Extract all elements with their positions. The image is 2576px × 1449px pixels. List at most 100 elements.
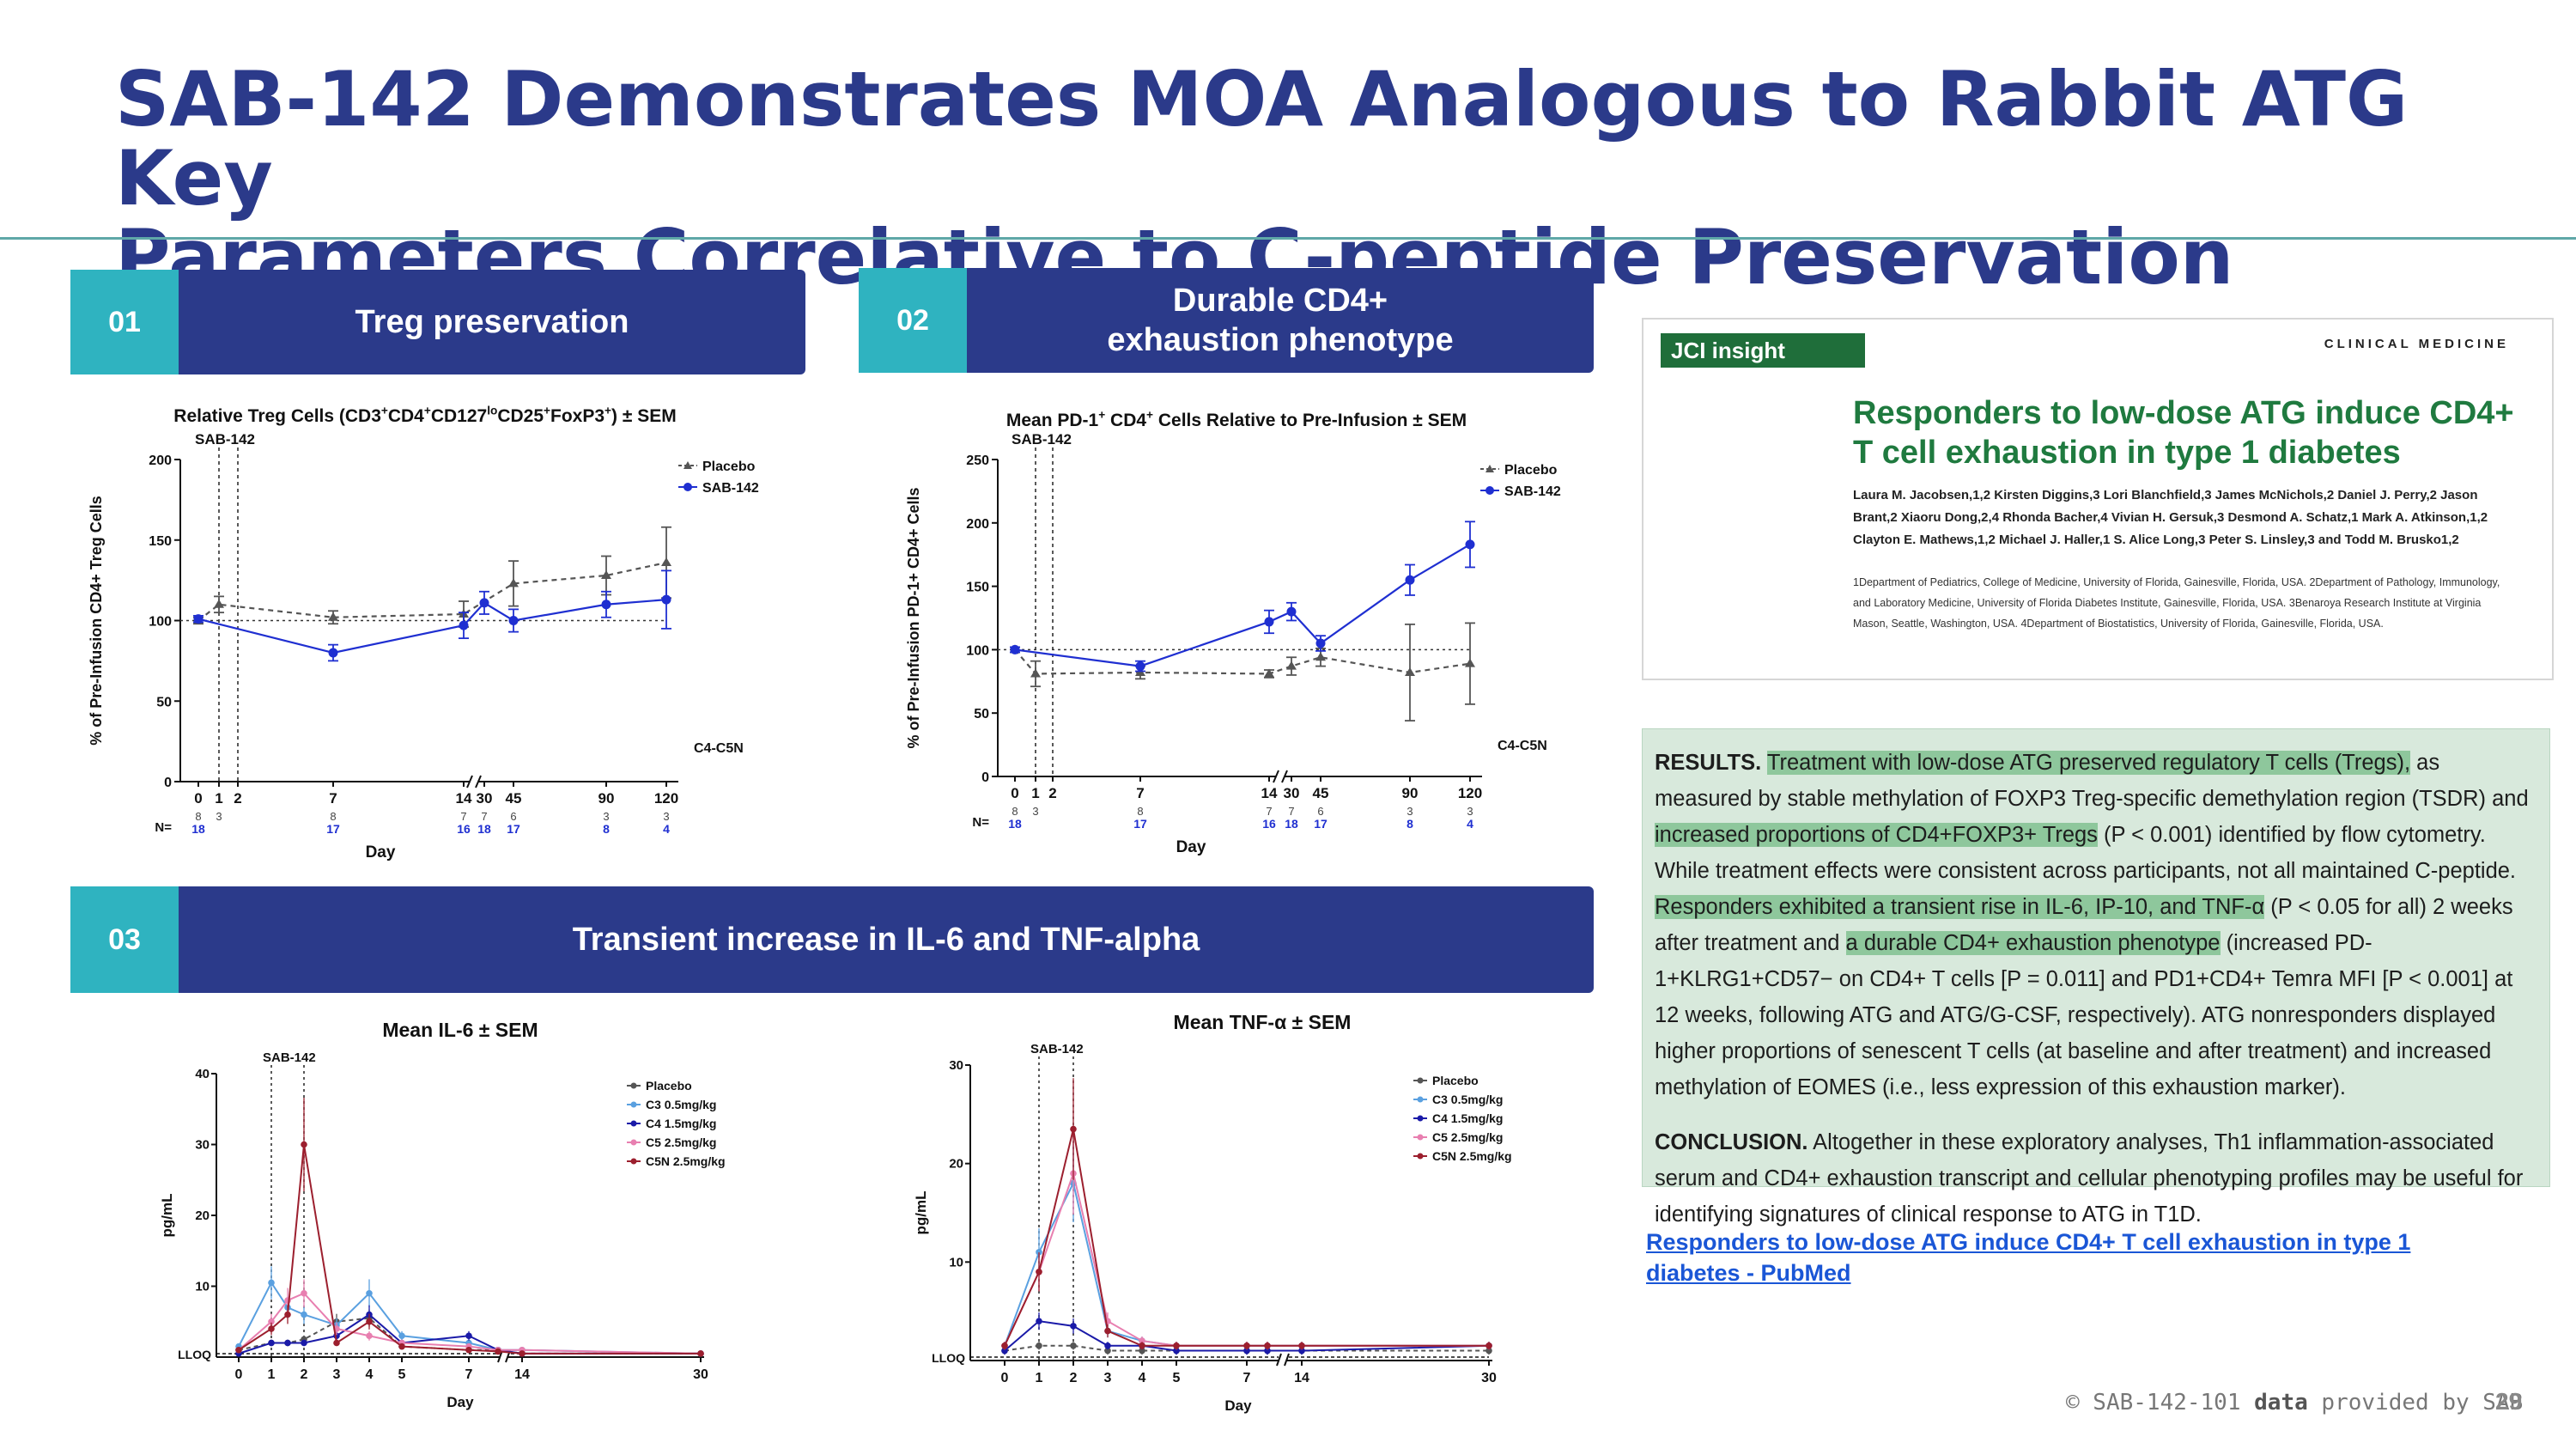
series-point-2 [398, 1332, 405, 1340]
x-axis-label: Day [1224, 1397, 1252, 1414]
paper-category: CLINICAL MEDICINE [2324, 337, 2509, 351]
legend-placebo-label: Placebo [702, 460, 756, 474]
section-label: Treg preservation [179, 270, 805, 374]
y-tick-label: 10 [949, 1255, 963, 1269]
series-point-3 [1243, 1347, 1250, 1355]
y-tick-label: 0 [164, 776, 172, 790]
x-tick-label: 30 [1481, 1371, 1497, 1385]
x-tick-label: 0 [1011, 785, 1018, 801]
series-point-5 [366, 1318, 373, 1325]
page-number: 29 [2495, 1388, 2523, 1415]
section-header-01: 01 Treg preservation [70, 270, 805, 374]
n-placebo-label: 8 [195, 810, 201, 823]
y-tick-label: 200 [966, 517, 989, 532]
series-point-3 [1173, 1347, 1180, 1355]
legend-marker [630, 1120, 637, 1127]
results-text: (increased PD-1+KLRG1+CD57− on CD4+ T ce… [1655, 931, 2513, 1099]
legend-label: Placebo [646, 1079, 692, 1093]
title-part: CD127 [431, 406, 487, 426]
series-point-5 [1243, 1342, 1250, 1349]
x-tick-label: 2 [1048, 785, 1056, 801]
slide-title: SAB-142 Demonstrates MOA Analogous to Ra… [115, 60, 2519, 297]
pubmed-link[interactable]: Responders to low-dose ATG induce CD4+ T… [1646, 1229, 2411, 1286]
placebo-line [1014, 648, 1471, 675]
x-tick-label: 1 [215, 790, 222, 807]
title-superscript: + [1098, 409, 1105, 422]
results-heading: RESULTS. [1655, 751, 1762, 775]
x-tick-label: 0 [235, 1367, 243, 1382]
axis-break-gap [1279, 1354, 1287, 1366]
title-superscript: + [544, 405, 550, 417]
series-point-3 [1001, 1347, 1008, 1355]
placebo-point [1465, 658, 1475, 667]
y-tick-label: 150 [966, 581, 989, 595]
series-point-3 [1298, 1347, 1305, 1355]
series-point-3 [284, 1339, 291, 1347]
y-tick-label: 50 [974, 707, 989, 721]
n-sab-label: 17 [1314, 817, 1327, 831]
chart-title: Mean PD-1+ CD4+ Cells Relative to Pre-In… [1006, 409, 1467, 430]
series-point-5 [1485, 1342, 1492, 1349]
y-tick-label: 150 [149, 534, 172, 549]
series-point-5 [1139, 1342, 1145, 1349]
series-point-5 [1104, 1327, 1111, 1335]
paper-authors: Laura M. Jacobsen,1,2 Kirsten Diggins,3 … [1853, 488, 2488, 547]
sab142-point [1315, 638, 1326, 648]
y-axis-label: % of Pre-Infusion CD4+ Treg Cells [88, 496, 105, 746]
highlight-exhaustion: a durable CD4+ exhaustion phenotype [1845, 931, 2221, 955]
series-point-5 [268, 1325, 275, 1332]
title-part: Relative Treg Cells (CD3 [173, 406, 381, 426]
series-point-2 [366, 1289, 373, 1297]
y-axis-label: pg/mL [913, 1191, 929, 1235]
results-text: (P < 0.001) identified by flow cytometry… [1655, 823, 2517, 883]
sab142-point [508, 616, 519, 625]
series-point-5 [235, 1346, 242, 1354]
x-tick-label: 4 [366, 1367, 374, 1382]
sab142-point [661, 594, 671, 605]
legend-marker [1417, 1096, 1424, 1103]
n-sab-label: 4 [663, 822, 670, 836]
series-point-5 [301, 1141, 307, 1148]
y-tick-label: 50 [156, 695, 172, 709]
legend-label: C5 2.5mg/kg [646, 1135, 716, 1149]
section-label: Durable CD4+ exhaustion phenotype [967, 268, 1594, 373]
x-axis-label: Day [447, 1394, 474, 1410]
x-tick-label: 45 [1313, 785, 1329, 801]
x-axis-label: Day [366, 843, 396, 861]
results-text: (P < 0.05 for all) 2 weeks after treatme… [1655, 895, 2513, 955]
sab142-point [1135, 661, 1145, 672]
series-point-5 [1264, 1342, 1271, 1349]
series-line-5 [238, 1144, 701, 1355]
n-sab-label: 17 [507, 822, 520, 836]
x-tick-label: 4 [1139, 1371, 1146, 1385]
series-point-5 [1298, 1342, 1305, 1349]
legend-marker [1417, 1134, 1424, 1141]
footer-prefix: © SAB-142-101 [2066, 1390, 2255, 1416]
title-part: CD25 [497, 406, 544, 426]
x-tick-label: 1 [1036, 1371, 1043, 1385]
y-tick-label: 40 [195, 1067, 210, 1081]
x-tick-label: 7 [329, 790, 337, 807]
n-sab-label: 16 [1262, 817, 1276, 831]
legend-marker [630, 1158, 637, 1165]
n-placebo-label: 3 [1032, 805, 1038, 818]
series-point-3 [301, 1339, 307, 1347]
y-tick-label: 200 [149, 454, 172, 468]
n-sab-label: 17 [1133, 817, 1147, 831]
section-label-line-2: exhaustion phenotype [1107, 322, 1454, 358]
section-header-02: 02 Durable CD4+ exhaustion phenotype [859, 268, 1594, 373]
series-point-4 [268, 1318, 275, 1325]
placebo-point [601, 570, 611, 579]
x-tick-label: 90 [1402, 785, 1419, 801]
axis-break-mark [1284, 1353, 1290, 1367]
x-tick-label: 14 [1261, 785, 1278, 801]
abstract-results: RESULTS. Treatment with low-dose ATG pre… [1655, 745, 2537, 1105]
series-point-3 [268, 1339, 275, 1347]
axis-break-gap [1276, 771, 1285, 782]
series-point-5 [697, 1350, 704, 1357]
footer-bold: data [2254, 1390, 2308, 1416]
section-label: Transient increase in IL-6 and TNF-alpha [179, 886, 1594, 993]
title-part: Mean PD-1 [1006, 411, 1099, 430]
paper-card: JCI insight CLINICAL MEDICINE Responders… [1642, 318, 2554, 680]
dosing-label: SAB-142 [1030, 1042, 1084, 1056]
